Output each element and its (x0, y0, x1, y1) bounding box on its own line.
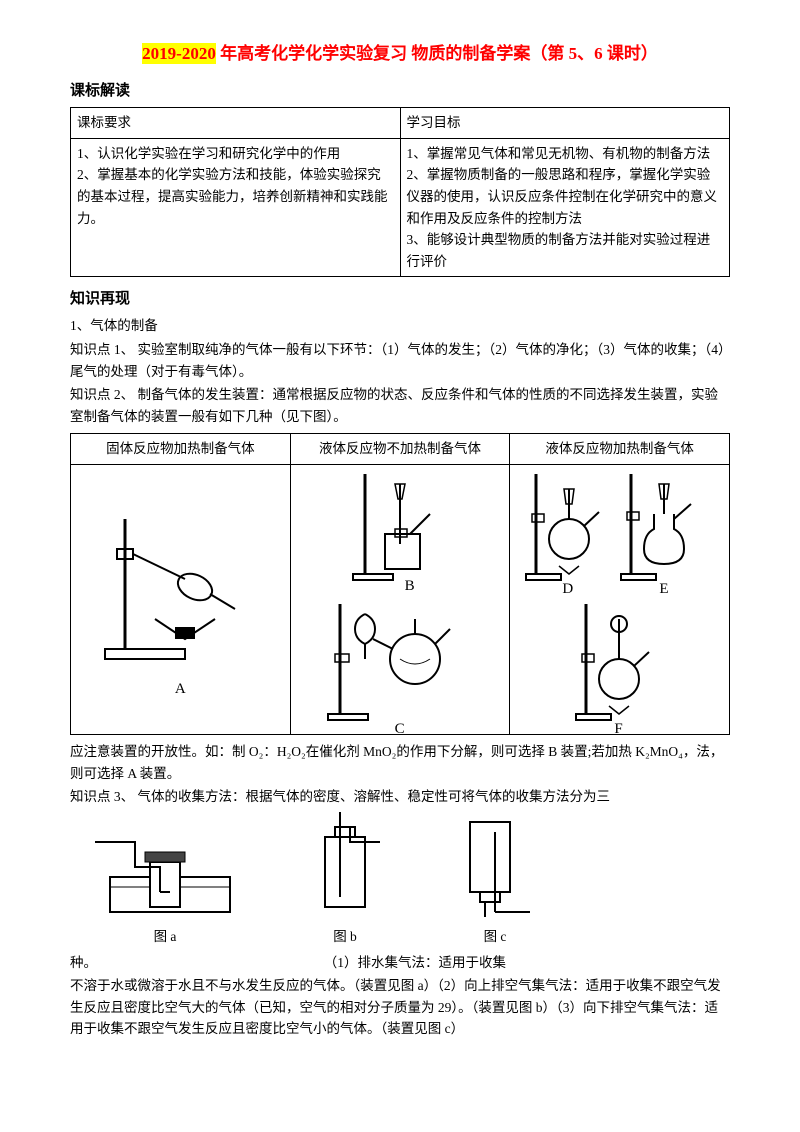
collect-a-caption: 图 a (90, 926, 240, 948)
apparatus-table: 固体反应物加热制备气体 液体反应物不加热制备气体 液体反应物加热制备气体 A (70, 433, 730, 735)
collect-c-icon (450, 812, 540, 922)
table-cell-left: 1、认识化学实验在学习和研究化学中的作用 2、掌握基本的化学实验方法和技能，体验… (71, 138, 401, 277)
apparatus-f-icon (574, 604, 654, 724)
collect-c-caption: 图 c (450, 926, 540, 948)
p6-b: （1）排水集气法：适用于收集 (324, 955, 506, 970)
apparatus-d-icon (524, 474, 604, 584)
table-row: 固体反应物加热制备气体 液体反应物不加热制备气体 液体反应物加热制备气体 (71, 434, 730, 465)
collection-diagrams: 图 a 图 b 图 c (90, 818, 730, 948)
apparatus-cell-bc: B C (290, 464, 510, 734)
paragraph-3: 知识点 2、 制备气体的发生装置：通常根据反应物的状态、反应条件和气体的性质的不… (70, 384, 730, 427)
apparatus-header-3: 液体反应物加热制备气体 (510, 434, 730, 465)
apparatus-label-d: D (562, 577, 573, 601)
apparatus-b-icon (350, 474, 440, 584)
table-header-2: 学习目标 (400, 108, 730, 139)
requirements-table: 课标要求 学习目标 1、认识化学实验在学习和研究化学中的作用 2、掌握基本的化学… (70, 107, 730, 277)
collect-c: 图 c (450, 812, 540, 948)
collect-a-icon (90, 822, 240, 922)
table-row: 课标要求 学习目标 (71, 108, 730, 139)
apparatus-label-e: E (659, 577, 668, 601)
collect-b-caption: 图 b (300, 926, 390, 948)
table-header-1: 课标要求 (71, 108, 401, 139)
paragraph-5: 知识点 3、 气体的收集方法：根据气体的密度、溶解性、稳定性可将气体的收集方法分… (70, 786, 730, 808)
table-row: 1、认识化学实验在学习和研究化学中的作用 2、掌握基本的化学实验方法和技能，体验… (71, 138, 730, 277)
section-1-title: 课标解读 (70, 79, 730, 103)
collect-a: 图 a (90, 822, 240, 948)
table-row: A B (71, 464, 730, 734)
apparatus-e-icon (619, 474, 699, 584)
table-cell-right: 1、掌握常见气体和常见无机物、有机物的制备方法 2、掌握物质制备的一般思路和程序… (400, 138, 730, 277)
title-highlight: 2019-2020 (142, 43, 216, 64)
apparatus-label-f: F (614, 717, 622, 741)
paragraph-6: 种。 （1）排水集气法：适用于收集 (70, 952, 730, 974)
page-title: 2019-2020 年高考化学化学实验复习 物质的制备学案（第 5、6 课时） (70, 40, 730, 67)
apparatus-header-1: 固体反应物加热制备气体 (71, 434, 291, 465)
apparatus-a-icon (95, 509, 265, 669)
apparatus-c-icon (325, 604, 465, 724)
section-2-title: 知识再现 (70, 287, 730, 311)
apparatus-header-2: 液体反应物不加热制备气体 (290, 434, 510, 465)
collect-b: 图 b (300, 812, 390, 948)
paragraph-1: 1、气体的制备 (70, 315, 730, 337)
apparatus-label-b: B (405, 574, 415, 598)
paragraph-7: 不溶于水或微溶于水且不与水发生反应的气体。（装置见图 a）（2）向上排空气集气法… (70, 975, 730, 1040)
apparatus-cell-a: A (71, 464, 291, 734)
title-rest: 年高考化学化学实验复习 物质的制备学案（第 5、6 课时） (216, 44, 658, 63)
p6-a: 种。 (70, 955, 97, 970)
paragraph-2: 知识点 1、 实验室制取纯净的气体一般有以下环节：（1）气体的发生；（2）气体的… (70, 339, 730, 382)
apparatus-cell-def: D E (510, 464, 730, 734)
apparatus-label-a: A (75, 677, 286, 701)
collect-b-icon (300, 812, 390, 922)
apparatus-label-c: C (395, 717, 405, 741)
